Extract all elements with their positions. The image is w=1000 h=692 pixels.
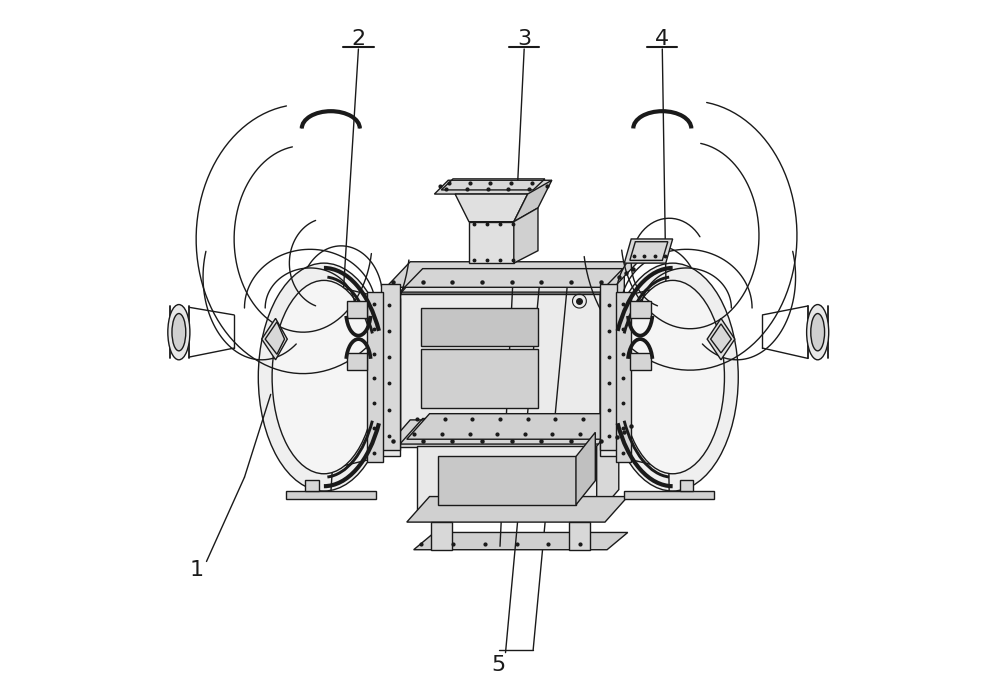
Polygon shape	[431, 522, 452, 549]
Text: 2: 2	[351, 28, 365, 48]
Ellipse shape	[172, 313, 186, 351]
Polygon shape	[286, 491, 376, 500]
Polygon shape	[407, 414, 628, 439]
Polygon shape	[600, 284, 617, 450]
Polygon shape	[434, 180, 552, 194]
Polygon shape	[576, 432, 595, 505]
Polygon shape	[265, 322, 285, 354]
Ellipse shape	[807, 304, 829, 360]
Ellipse shape	[621, 280, 724, 474]
Ellipse shape	[168, 304, 190, 360]
Polygon shape	[617, 284, 676, 471]
Ellipse shape	[272, 280, 376, 474]
Polygon shape	[569, 522, 590, 549]
Polygon shape	[711, 324, 731, 353]
Polygon shape	[514, 208, 538, 263]
Polygon shape	[421, 349, 538, 408]
Polygon shape	[367, 292, 383, 462]
Text: 3: 3	[517, 28, 531, 48]
Polygon shape	[514, 180, 552, 221]
Polygon shape	[386, 420, 638, 448]
Polygon shape	[347, 353, 367, 370]
Polygon shape	[630, 353, 651, 370]
Polygon shape	[407, 497, 628, 522]
Polygon shape	[381, 284, 400, 450]
Polygon shape	[469, 221, 514, 263]
Polygon shape	[305, 480, 319, 491]
Polygon shape	[438, 457, 576, 505]
Polygon shape	[455, 194, 528, 221]
Polygon shape	[624, 239, 673, 263]
Text: 4: 4	[655, 28, 669, 48]
Polygon shape	[680, 480, 693, 491]
Polygon shape	[624, 491, 714, 500]
Polygon shape	[400, 294, 600, 439]
Polygon shape	[324, 284, 383, 471]
Polygon shape	[600, 298, 628, 457]
Text: 1: 1	[189, 561, 203, 581]
Polygon shape	[616, 292, 631, 462]
Polygon shape	[262, 318, 287, 360]
Polygon shape	[600, 266, 624, 439]
Polygon shape	[347, 301, 367, 318]
Polygon shape	[630, 301, 651, 318]
Polygon shape	[417, 446, 597, 516]
Text: 5: 5	[491, 655, 506, 675]
Ellipse shape	[607, 263, 738, 491]
Polygon shape	[597, 420, 619, 516]
Ellipse shape	[258, 263, 390, 491]
Polygon shape	[414, 532, 628, 549]
Ellipse shape	[811, 313, 825, 351]
Polygon shape	[400, 266, 624, 294]
Polygon shape	[386, 262, 638, 287]
Polygon shape	[372, 298, 400, 457]
Polygon shape	[707, 318, 735, 360]
Polygon shape	[421, 308, 538, 346]
